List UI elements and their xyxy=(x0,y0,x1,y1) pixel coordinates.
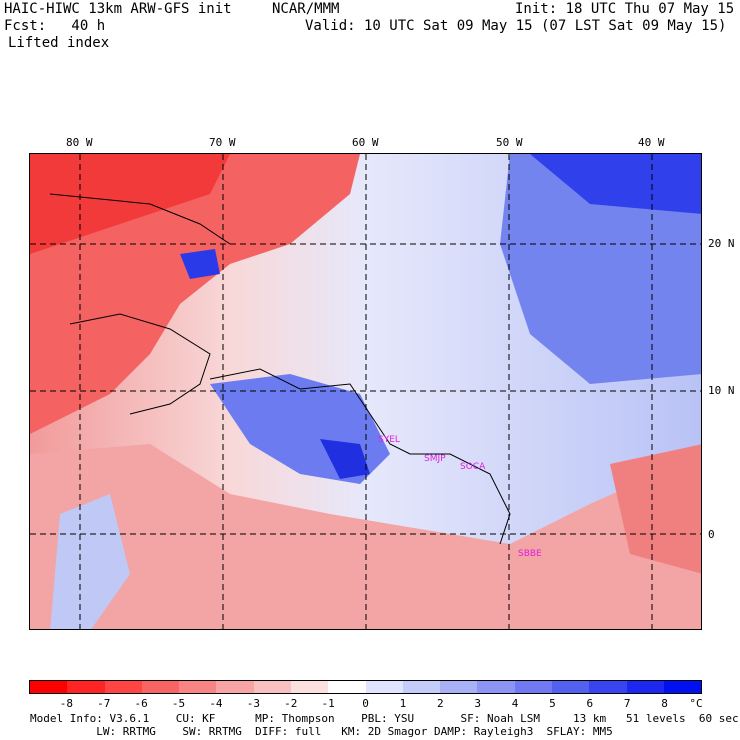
coastline-south-america xyxy=(209,368,511,545)
colorbar-swatch xyxy=(365,681,403,693)
stable-region-pacific-coast xyxy=(50,494,130,629)
colorbar-tick-label: 1 xyxy=(399,697,407,710)
colorbar-swatch xyxy=(551,681,590,693)
org-label: NCAR/MMM xyxy=(272,1,340,17)
footer-model-info: Model Info: V3.6.1 CU: KF MP: Thompson P… xyxy=(30,712,739,725)
colorbar-tick-label: -7 xyxy=(97,697,111,710)
colorbar-swatch xyxy=(663,681,702,693)
colorbar-tick-label: 3 xyxy=(474,697,481,710)
colorbar-swatch xyxy=(514,681,552,693)
field-name: Lifted index xyxy=(8,35,110,51)
stable-spot-hispaniola xyxy=(180,249,220,279)
station-label: SYEL xyxy=(378,435,400,445)
lat-label: 20 N xyxy=(708,237,735,250)
station-label: SMJP xyxy=(424,454,446,464)
colorbar-swatch xyxy=(440,681,478,693)
lon-label: 40 W xyxy=(638,136,665,149)
footer-physics-info: LW: RRTMG SW: RRTMG DIFF: full KM: 2D Sm… xyxy=(30,725,613,738)
model-title: HAIC-HIWC 13km ARW-GFS init xyxy=(4,1,232,17)
colorbar-tick-label: -1 xyxy=(321,697,335,710)
colorbar-tick-label: -3 xyxy=(246,697,260,710)
stable-core-guyana xyxy=(320,439,370,479)
colorbar-swatch xyxy=(626,681,664,693)
colorbar-tick-label: -4 xyxy=(209,697,223,710)
colorbar-tick-label: 7 xyxy=(623,697,631,710)
init-time: Init: 18 UTC Thu 07 May 15 xyxy=(515,1,735,17)
colorbar-swatch xyxy=(216,681,254,693)
colorbar-swatch xyxy=(402,681,441,693)
colorbar-swatch xyxy=(328,681,366,693)
colorbar-swatch xyxy=(104,681,142,693)
colorbar-tick-label: 5 xyxy=(549,697,556,710)
colorbar-tick-label: 2 xyxy=(436,697,444,710)
lat-label: 10 N xyxy=(708,384,735,397)
colorbar-tick-label: -5 xyxy=(171,697,186,710)
valid-time: Valid: 10 UTC Sat 09 May 15 (07 LST Sat … xyxy=(305,18,727,34)
colorbar-swatch xyxy=(589,681,627,693)
colorbar-tick-label: -8 xyxy=(59,697,73,710)
colorbar-tick-label: -2 xyxy=(284,697,298,710)
colorbar-swatch xyxy=(290,681,329,693)
coastline-central-america xyxy=(69,313,211,415)
colorbar-swatch xyxy=(477,681,515,693)
station-label: SBBE xyxy=(518,549,542,559)
colorbar-swatch xyxy=(141,681,180,693)
colorbar-swatch xyxy=(30,681,68,693)
stable-region-core xyxy=(530,154,701,214)
colorbar-swatch xyxy=(253,681,291,693)
lon-label: 70 W xyxy=(209,136,236,149)
colorbar-swatch xyxy=(67,681,105,693)
lifted-index-map: SYEL SMJP SOCA SBBE xyxy=(30,154,701,629)
lat-label: 0 xyxy=(708,528,715,541)
colorbar-tick-label: -6 xyxy=(134,697,148,710)
graticule xyxy=(30,154,701,629)
lon-label: 50 W xyxy=(496,136,523,149)
colorbar-tick-label: °C xyxy=(689,697,703,710)
lon-label: 80 W xyxy=(66,136,93,149)
colorbar-tick-label: 0 xyxy=(362,697,369,710)
colorbar-tick-label: 4 xyxy=(511,697,519,710)
forecast-hour: Fcst: 40 h xyxy=(4,18,106,34)
stable-region-atlantic xyxy=(500,154,701,384)
colorbar-swatch xyxy=(179,681,217,693)
station-label: SOCA xyxy=(460,462,486,472)
lon-label: 60 W xyxy=(352,136,379,149)
colorbar xyxy=(29,680,702,694)
map-panel: SYEL SMJP SOCA SBBE xyxy=(29,153,702,630)
colorbar-tick-label: 6 xyxy=(586,697,594,710)
unstable-region-brazil xyxy=(610,444,701,574)
coastline-greater-antilles xyxy=(49,193,231,245)
colorbar-tick-label: 8 xyxy=(661,697,668,710)
